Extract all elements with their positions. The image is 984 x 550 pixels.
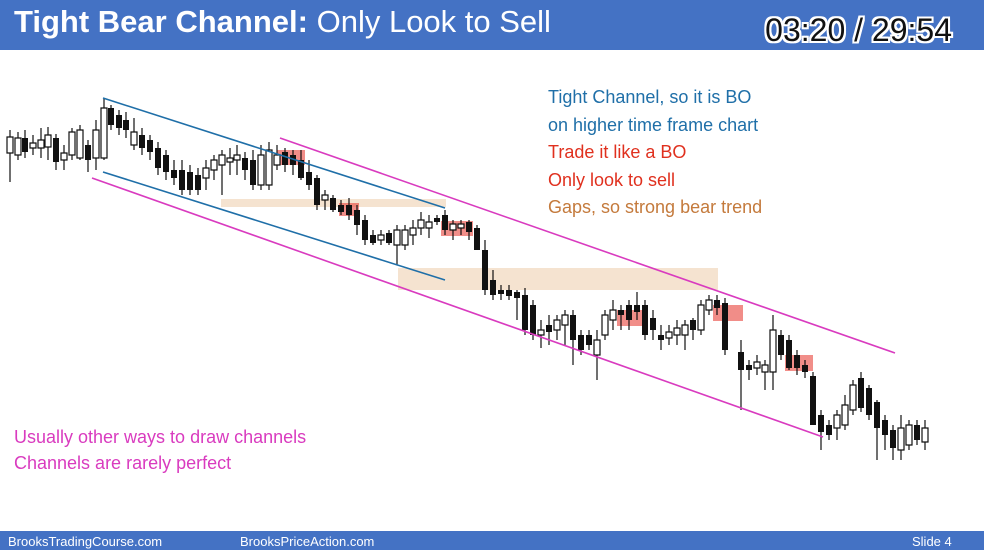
channel-line [91, 177, 824, 438]
title-bold: Tight Bear Channel: [14, 4, 308, 39]
annotation: Channels are rarely perfect [14, 453, 232, 473]
timer: 03:20 / 29:54 [765, 12, 952, 48]
price-chart [6, 97, 929, 460]
title-rest: Only Look to Sell [316, 4, 551, 39]
annotation: Gaps, so strong bear trend [548, 197, 763, 217]
footer-center: BrooksPriceAction.com [240, 534, 375, 549]
channel-line [279, 137, 896, 354]
title: Tight Bear Channel: Only Look to Sell [14, 4, 551, 40]
highlight [441, 221, 473, 236]
bull-bodies [6, 107, 929, 451]
footer-bar: BrooksTradingCourse.com BrooksPriceActio… [0, 531, 984, 550]
gap-zone [398, 268, 718, 290]
annotation: Tight Channel, so it is BO [548, 87, 752, 107]
footer-right: Slide 4 [912, 534, 952, 549]
annotation: Usually other ways to draw channels [14, 427, 307, 447]
header-bar: Tight Bear Channel: Only Look to Sell 03… [0, 0, 984, 50]
channel-lines [91, 97, 896, 438]
footer-left: BrooksTradingCourse.com [8, 534, 163, 549]
channel-line [102, 97, 446, 209]
annotation: on higher time frame chart [548, 114, 759, 135]
annotation: Trade it like a BO [548, 142, 687, 162]
annotation: Only look to sell [548, 169, 676, 190]
channel-line [102, 171, 446, 281]
